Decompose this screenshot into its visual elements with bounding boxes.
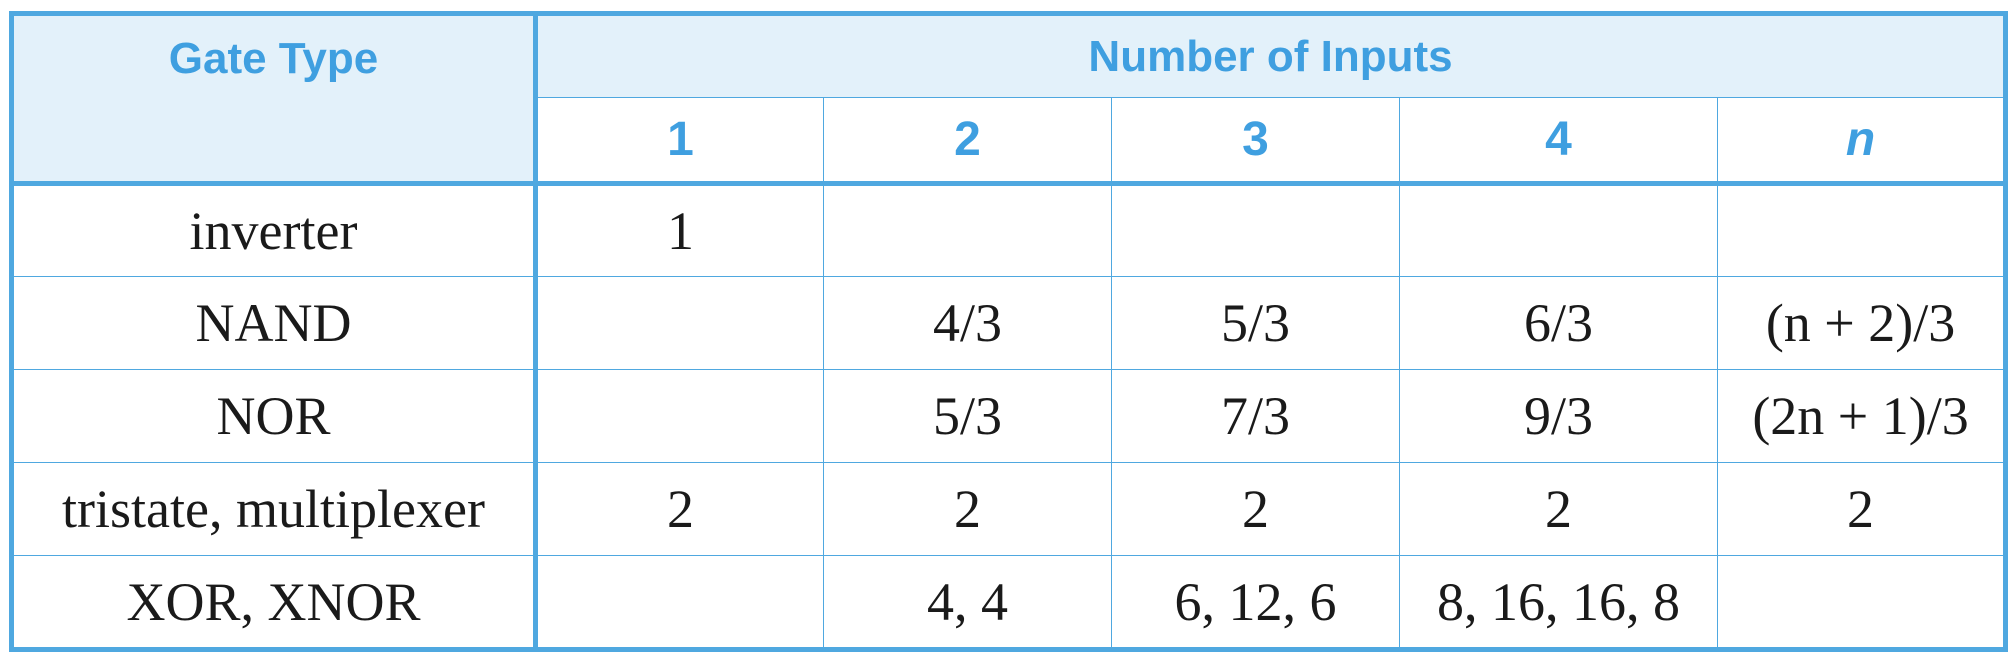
value-cell: (2n + 1)/3 xyxy=(1716,369,2009,463)
table-row: inverter 1 xyxy=(9,183,2009,277)
value-cell xyxy=(1716,555,2009,652)
value-cell: (n + 2)/3 xyxy=(1716,276,2009,370)
table-row: NAND 4/3 5/3 6/3 (n + 2)/3 xyxy=(9,276,2009,370)
value-cell: 5/3 xyxy=(1111,276,1400,370)
value-cell: 9/3 xyxy=(1399,369,1718,463)
value-cell: 8, 16, 16, 8 xyxy=(1399,555,1718,652)
value-cell: 2 xyxy=(1111,462,1400,556)
value-cell xyxy=(1716,183,2009,277)
header-number-of-inputs: Number of Inputs xyxy=(534,11,2009,98)
header-input-3: 3 xyxy=(1111,97,1400,186)
value-cell: 2 xyxy=(535,462,824,556)
value-cell xyxy=(535,555,824,652)
header-input-2: 2 xyxy=(823,97,1112,186)
header-gate-type: Gate Type xyxy=(9,11,538,186)
gate-cell: NOR xyxy=(9,369,538,463)
value-cell: 7/3 xyxy=(1111,369,1400,463)
value-cell: 1 xyxy=(535,183,824,277)
value-cell: 6/3 xyxy=(1399,276,1718,370)
value-cell: 4, 4 xyxy=(823,555,1112,652)
gate-cell: XOR, XNOR xyxy=(9,555,538,652)
gate-cell: tristate, multiplexer xyxy=(9,462,538,556)
value-cell: 5/3 xyxy=(823,369,1112,463)
value-cell xyxy=(535,369,824,463)
value-cell xyxy=(823,183,1112,277)
gate-cell: inverter xyxy=(9,183,538,277)
header-input-n: n xyxy=(1716,97,2009,186)
table-row: tristate, multiplexer 2 2 2 2 2 xyxy=(9,462,2009,556)
table-row: NOR 5/3 7/3 9/3 (2n + 1)/3 xyxy=(9,369,2009,463)
value-cell: 2 xyxy=(1399,462,1718,556)
logical-effort-table-container: Gate Type Number of Inputs 1 2 3 4 n inv… xyxy=(9,11,2009,652)
value-cell xyxy=(1399,183,1718,277)
value-cell: 6, 12, 6 xyxy=(1111,555,1400,652)
value-cell xyxy=(1111,183,1400,277)
table-row: XOR, XNOR 4, 4 6, 12, 6 8, 16, 16, 8 xyxy=(9,555,2009,652)
value-cell: 2 xyxy=(1716,462,2009,556)
value-cell: 2 xyxy=(823,462,1112,556)
value-cell xyxy=(535,276,824,370)
gate-cell: NAND xyxy=(9,276,538,370)
value-cell: 4/3 xyxy=(823,276,1112,370)
logical-effort-table: Gate Type Number of Inputs 1 2 3 4 n inv… xyxy=(9,11,2009,652)
header-input-4: 4 xyxy=(1399,97,1718,186)
header-input-1: 1 xyxy=(535,97,824,186)
